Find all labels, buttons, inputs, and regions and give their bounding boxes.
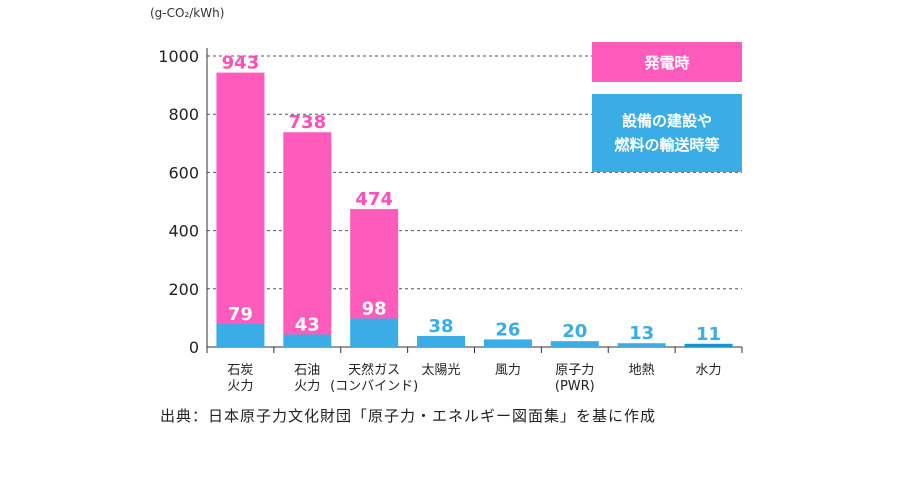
value-label-total: 474 xyxy=(355,189,393,210)
legend-swatch-operation xyxy=(592,42,742,82)
value-label-construction: 79 xyxy=(228,304,253,325)
category-label: 水力 xyxy=(696,363,722,378)
source-note: 出典：日本原子力文化財団「原子力・エネルギー図面集」を基に作成 xyxy=(160,407,657,425)
bar-operation xyxy=(283,132,332,335)
legend-swatch-construction xyxy=(592,94,742,172)
unit-label: (g-CO₂/kWh) xyxy=(150,6,224,20)
value-label-construction: 38 xyxy=(429,316,454,337)
bar-construction xyxy=(283,334,332,347)
value-label-construction: 13 xyxy=(629,323,654,344)
y-tick-label: 600 xyxy=(168,163,199,182)
bar-construction xyxy=(216,324,265,347)
bar-operation xyxy=(216,72,265,325)
bar-construction xyxy=(684,343,733,347)
category-label: 天然ガス(コンバインド) xyxy=(330,362,418,394)
emissions-chart: (g-CO₂/kWh) 0 200 400 600 800 1000 943 79 石炭火力 738… xyxy=(150,6,743,394)
category-label: 風力 xyxy=(495,363,521,378)
bar-construction xyxy=(483,339,532,347)
value-label-construction: 11 xyxy=(696,324,721,345)
y-tick-label: 0 xyxy=(189,338,199,357)
bar-construction xyxy=(617,343,666,347)
category-label: 原子力(PWR) xyxy=(555,363,595,394)
category-label: 地熱 xyxy=(629,363,655,378)
value-label-total: 943 xyxy=(222,53,260,74)
y-tick-label: 800 xyxy=(168,105,199,124)
category-label: 石炭火力 xyxy=(227,363,253,394)
legend-label-construction: 設備の建設や燃料の輸送時等 xyxy=(614,112,719,154)
y-tick-label: 200 xyxy=(168,280,199,299)
value-label-construction: 26 xyxy=(495,319,520,340)
y-tick-label: 1000 xyxy=(158,47,199,66)
category-label: 石油火力 xyxy=(294,363,320,394)
category-label: 太陽光 xyxy=(422,363,461,378)
legend-label-operation: 発電時 xyxy=(643,54,689,72)
value-label-total: 738 xyxy=(289,112,327,133)
bar-construction xyxy=(350,318,399,347)
bar-construction xyxy=(550,341,599,347)
value-label-construction: 43 xyxy=(295,314,320,335)
y-tick-label: 400 xyxy=(168,222,199,241)
value-label-construction: 20 xyxy=(562,321,587,342)
value-label-construction: 98 xyxy=(362,298,387,319)
bar-operation xyxy=(350,209,399,319)
bar-construction xyxy=(417,335,466,347)
